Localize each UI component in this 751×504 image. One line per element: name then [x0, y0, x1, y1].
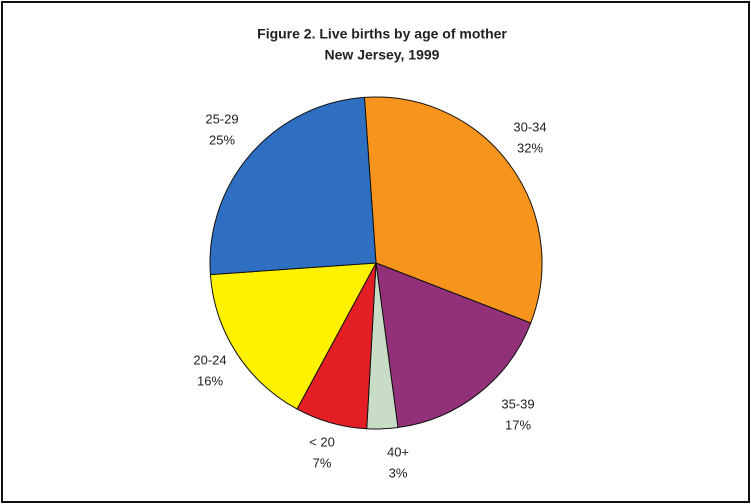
slice-label: 30-34: [513, 119, 546, 134]
pie-slice: [209, 262, 377, 410]
chart-title: Figure 2. Live births by age of mother: [257, 26, 507, 42]
slice-value-label: 7%: [313, 455, 332, 470]
slice-label: < 20: [309, 434, 335, 449]
chart-subtitle: New Jersey, 1999: [325, 47, 440, 63]
slice-value-label: 25%: [209, 132, 235, 147]
slice-label: 25-29: [205, 111, 238, 126]
pie-slice: [375, 262, 532, 429]
slice-label: 40+: [387, 444, 409, 459]
slice-value-label: 32%: [517, 140, 543, 155]
pie-slice: [363, 96, 543, 324]
slice-label: 20-24: [193, 352, 226, 367]
slice-value-label: 16%: [197, 373, 223, 388]
slice-label: 35-39: [501, 396, 534, 411]
slice-value-label: 17%: [505, 417, 531, 432]
pie-slice: [209, 96, 377, 276]
slice-value-label: 3%: [389, 465, 408, 480]
